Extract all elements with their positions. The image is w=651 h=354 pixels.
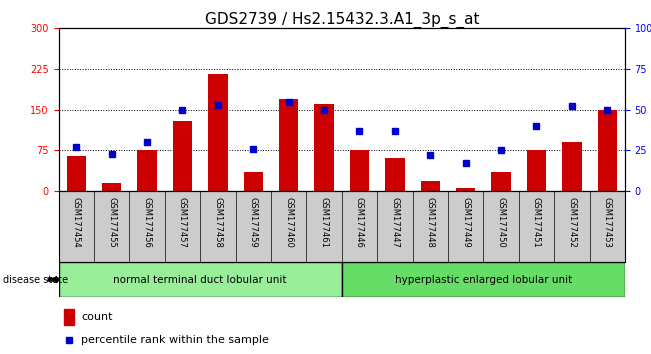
FancyBboxPatch shape: [59, 262, 342, 297]
Bar: [243, 172, 263, 191]
Bar: [350, 150, 369, 191]
Text: GSM177453: GSM177453: [603, 197, 612, 248]
Bar: [562, 142, 581, 191]
Text: GSM177458: GSM177458: [214, 197, 223, 248]
Bar: [385, 158, 405, 191]
Bar: [527, 150, 546, 191]
Title: GDS2739 / Hs2.15432.3.A1_3p_s_at: GDS2739 / Hs2.15432.3.A1_3p_s_at: [204, 12, 479, 28]
Bar: [208, 74, 228, 191]
Text: GSM177461: GSM177461: [320, 197, 329, 248]
Text: GSM177459: GSM177459: [249, 197, 258, 247]
Text: GSM177456: GSM177456: [143, 197, 152, 248]
Text: normal terminal duct lobular unit: normal terminal duct lobular unit: [113, 275, 287, 285]
Text: GSM177454: GSM177454: [72, 197, 81, 247]
Text: GSM177450: GSM177450: [497, 197, 506, 247]
Text: GSM177448: GSM177448: [426, 197, 435, 248]
Bar: [173, 121, 192, 191]
Bar: [66, 156, 86, 191]
Text: GSM177452: GSM177452: [568, 197, 576, 247]
Text: disease state: disease state: [3, 275, 68, 285]
Bar: [598, 110, 617, 191]
Text: GSM177449: GSM177449: [461, 197, 470, 247]
Bar: [456, 188, 475, 191]
Bar: [492, 172, 511, 191]
Text: percentile rank within the sample: percentile rank within the sample: [81, 335, 269, 346]
Text: GSM177460: GSM177460: [284, 197, 293, 248]
Text: GSM177457: GSM177457: [178, 197, 187, 248]
FancyBboxPatch shape: [342, 262, 625, 297]
Text: GSM177447: GSM177447: [391, 197, 399, 248]
Bar: [279, 99, 298, 191]
Bar: [314, 104, 334, 191]
Bar: [64, 309, 74, 325]
Text: GSM177446: GSM177446: [355, 197, 364, 248]
Bar: [102, 183, 122, 191]
Text: count: count: [81, 312, 113, 322]
Bar: [137, 150, 157, 191]
Bar: [421, 181, 440, 191]
Text: GSM177451: GSM177451: [532, 197, 541, 247]
Text: hyperplastic enlarged lobular unit: hyperplastic enlarged lobular unit: [395, 275, 572, 285]
Text: GSM177455: GSM177455: [107, 197, 116, 247]
